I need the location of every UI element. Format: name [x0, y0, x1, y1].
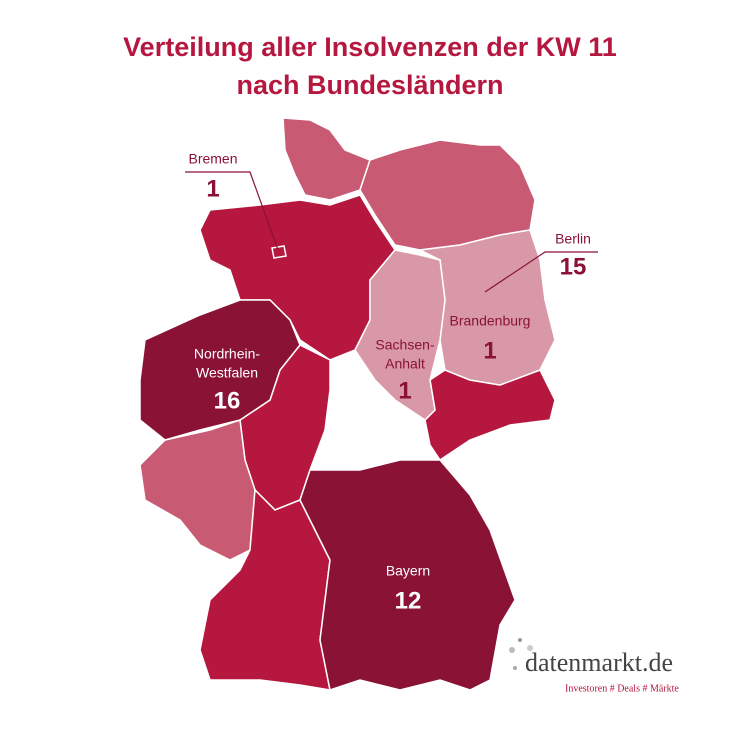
- region-name: Westfalen: [196, 365, 258, 381]
- region-name: Bremen: [188, 151, 237, 167]
- region-value: 12: [395, 587, 422, 614]
- leader-line: [484, 251, 598, 293]
- region-name: Berlin: [555, 231, 591, 247]
- regions: Bremen 1 Berlin 15 Brandenburg 1 Sachsen- Anhal…: [139, 151, 598, 691]
- state-shape: [282, 117, 371, 201]
- logo-dot: [513, 666, 517, 670]
- state-shape: [271, 245, 287, 259]
- region-value: 1: [206, 175, 219, 202]
- region-name: Nordrhein-: [194, 346, 260, 362]
- region-value: 15: [560, 253, 587, 280]
- logo-dot: [509, 647, 515, 653]
- logo: datenmarkt.de Investoren # Deals # Märkt…: [509, 638, 679, 694]
- title-line: Verteilung aller Insolvenzen der KW 11: [123, 32, 617, 62]
- leader-line: [185, 171, 279, 251]
- title-line: nach Bundesländern: [236, 70, 503, 100]
- region-name: Bayern: [386, 563, 430, 579]
- logo-dot: [527, 645, 533, 651]
- state-shape: [139, 299, 301, 441]
- logo-dot: [518, 638, 522, 642]
- region-name: Anhalt: [385, 356, 425, 372]
- region-name: Brandenburg: [450, 313, 531, 329]
- logo-name: datenmarkt.de: [525, 648, 673, 677]
- region-value: 1: [398, 377, 411, 404]
- state-shape: [299, 459, 516, 691]
- region-value: 1: [483, 337, 496, 364]
- logo-tagline: Investoren # Deals # Märkte: [565, 683, 679, 694]
- region-value: 16: [214, 387, 241, 414]
- state-shape: [139, 418, 256, 561]
- state-shape: [354, 249, 446, 421]
- region-name: Sachsen-: [375, 337, 434, 353]
